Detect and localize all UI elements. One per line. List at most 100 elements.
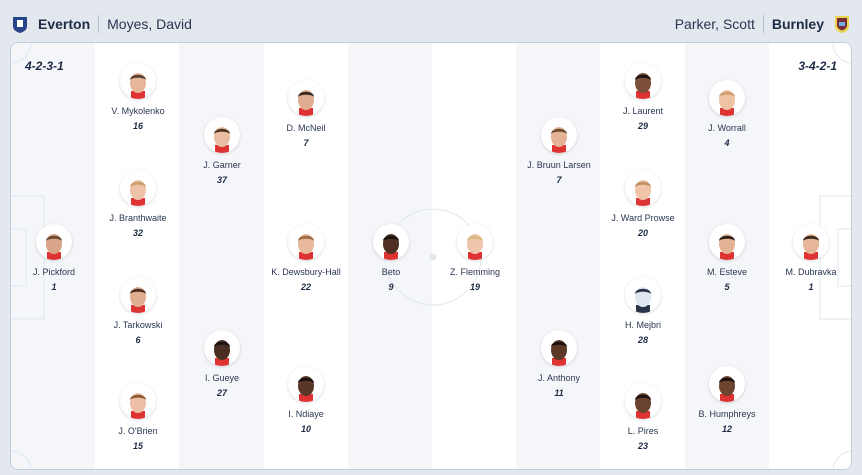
player-away[interactable]: J. Laurent 29 [593, 63, 693, 131]
player-away[interactable]: B. Humphreys 12 [677, 366, 777, 434]
player-away[interactable]: J. Anthony 11 [509, 330, 609, 398]
player-photo-icon [204, 117, 240, 153]
player-home[interactable]: J. Garner 37 [172, 117, 272, 185]
match-header: Everton Moyes, David Parker, Scott Burnl… [0, 0, 862, 42]
player-name: K. Dewsbury-Hall [271, 267, 341, 277]
player-home[interactable]: I. Gueye 27 [172, 330, 272, 398]
player-photo-icon [288, 80, 324, 116]
player-away[interactable]: J. Worrall 4 [677, 80, 777, 148]
player-name: D. McNeil [286, 123, 326, 133]
player-home[interactable]: J. O'Brien 15 [88, 383, 188, 451]
burnley-crest-icon [835, 16, 849, 33]
player-away[interactable]: M. Dubravka 1 [761, 224, 851, 292]
player-photo-icon [709, 366, 745, 402]
player-home[interactable]: K. Dewsbury-Hall 22 [256, 224, 356, 292]
player-home[interactable]: V. Mykolenko 16 [88, 63, 188, 131]
player-photo-icon [288, 224, 324, 260]
player-photo-icon [36, 224, 72, 260]
home-coach: Moyes, David [107, 16, 192, 32]
pitch-stripe [179, 43, 264, 469]
player-name: J. Ward Prowse [611, 213, 675, 223]
player-number: 27 [216, 388, 227, 398]
player-number: 19 [469, 282, 480, 292]
player-photo-icon [625, 170, 661, 206]
player-name: L. Pires [627, 426, 659, 436]
player-photo-icon [120, 63, 156, 99]
player-home[interactable]: J. Pickford 1 [11, 224, 104, 292]
player-number: 4 [724, 138, 730, 148]
player-name: J. Worrall [708, 123, 746, 133]
pitch-stripe [516, 43, 601, 469]
player-away[interactable]: Z. Flemming 19 [425, 224, 525, 292]
home-formation: 4-2-3-1 [25, 59, 64, 73]
lineup-pitch: 4-2-3-1 3-4-2-1 J. Pickford 1 V. Mykolen… [10, 42, 852, 470]
player-photo-icon [204, 330, 240, 366]
player-photo-icon [625, 63, 661, 99]
player-name: J. Tarkowski [113, 320, 163, 330]
player-photo-icon [625, 277, 661, 313]
away-team-header: Parker, Scott Burnley [675, 14, 852, 34]
player-number: 15 [132, 441, 143, 451]
everton-crest-icon [13, 17, 27, 33]
player-away[interactable]: J. Ward Prowse 20 [593, 170, 693, 238]
player-number: 6 [135, 335, 141, 345]
player-number: 32 [132, 228, 143, 238]
player-number: 9 [388, 282, 394, 292]
player-away[interactable]: L. Pires 23 [593, 383, 693, 451]
player-number: 20 [637, 228, 648, 238]
player-photo-icon [625, 383, 661, 419]
player-photo-icon [120, 170, 156, 206]
player-name: J. Pickford [32, 267, 75, 277]
player-name: J. O'Brien [118, 426, 158, 436]
away-team-name[interactable]: Burnley [771, 16, 824, 32]
player-home[interactable]: J. Tarkowski 6 [88, 277, 188, 345]
player-photo-icon [541, 330, 577, 366]
player-number: 1 [808, 282, 814, 292]
player-number: 28 [637, 335, 648, 345]
player-name: J. Anthony [537, 373, 581, 383]
away-coach: Parker, Scott [674, 16, 755, 32]
home-team-name[interactable]: Everton [38, 16, 91, 32]
player-name: J. Bruun Larsen [527, 160, 591, 170]
home-team-header: Everton Moyes, David [10, 14, 192, 34]
player-photo-icon [793, 224, 829, 260]
player-number: 22 [300, 282, 311, 292]
player-number: 12 [721, 424, 732, 434]
player-number: 29 [637, 121, 648, 131]
player-number: 16 [132, 121, 143, 131]
player-name: H. Mejbri [624, 320, 661, 330]
player-name: M. Esteve [706, 267, 747, 277]
player-home[interactable]: I. Ndiaye 10 [256, 366, 356, 434]
player-number: 10 [300, 424, 311, 434]
player-home[interactable]: Beto 9 [341, 224, 441, 292]
player-photo-icon [709, 224, 745, 260]
player-photo-icon [120, 383, 156, 419]
away-formation: 3-4-2-1 [798, 59, 837, 73]
player-name: M. Dubravka [785, 267, 837, 277]
player-number: 7 [303, 138, 309, 148]
player-name: I. Ndiaye [288, 409, 324, 419]
player-photo-icon [288, 366, 324, 402]
player-photo-icon [120, 277, 156, 313]
player-number: 23 [637, 441, 648, 451]
player-photo-icon [457, 224, 493, 260]
divider [98, 15, 100, 33]
player-photo-icon [373, 224, 409, 260]
player-away[interactable]: J. Bruun Larsen 7 [509, 117, 609, 185]
player-name: J. Garner [203, 160, 241, 170]
player-photo-icon [541, 117, 577, 153]
player-name: B. Humphreys [698, 409, 756, 419]
player-name: V. Mykolenko [111, 106, 165, 116]
player-away[interactable]: H. Mejbri 28 [593, 277, 693, 345]
player-home[interactable]: J. Branthwaite 32 [88, 170, 188, 238]
player-name: Beto [381, 267, 401, 277]
player-name: J. Branthwaite [109, 213, 167, 223]
player-number: 1 [51, 282, 57, 292]
player-away[interactable]: M. Esteve 5 [677, 224, 777, 292]
player-number: 37 [216, 175, 227, 185]
player-number: 7 [556, 175, 562, 185]
player-number: 11 [554, 388, 564, 398]
player-photo-icon [709, 80, 745, 116]
player-name: I. Gueye [204, 373, 240, 383]
player-home[interactable]: D. McNeil 7 [256, 80, 356, 148]
